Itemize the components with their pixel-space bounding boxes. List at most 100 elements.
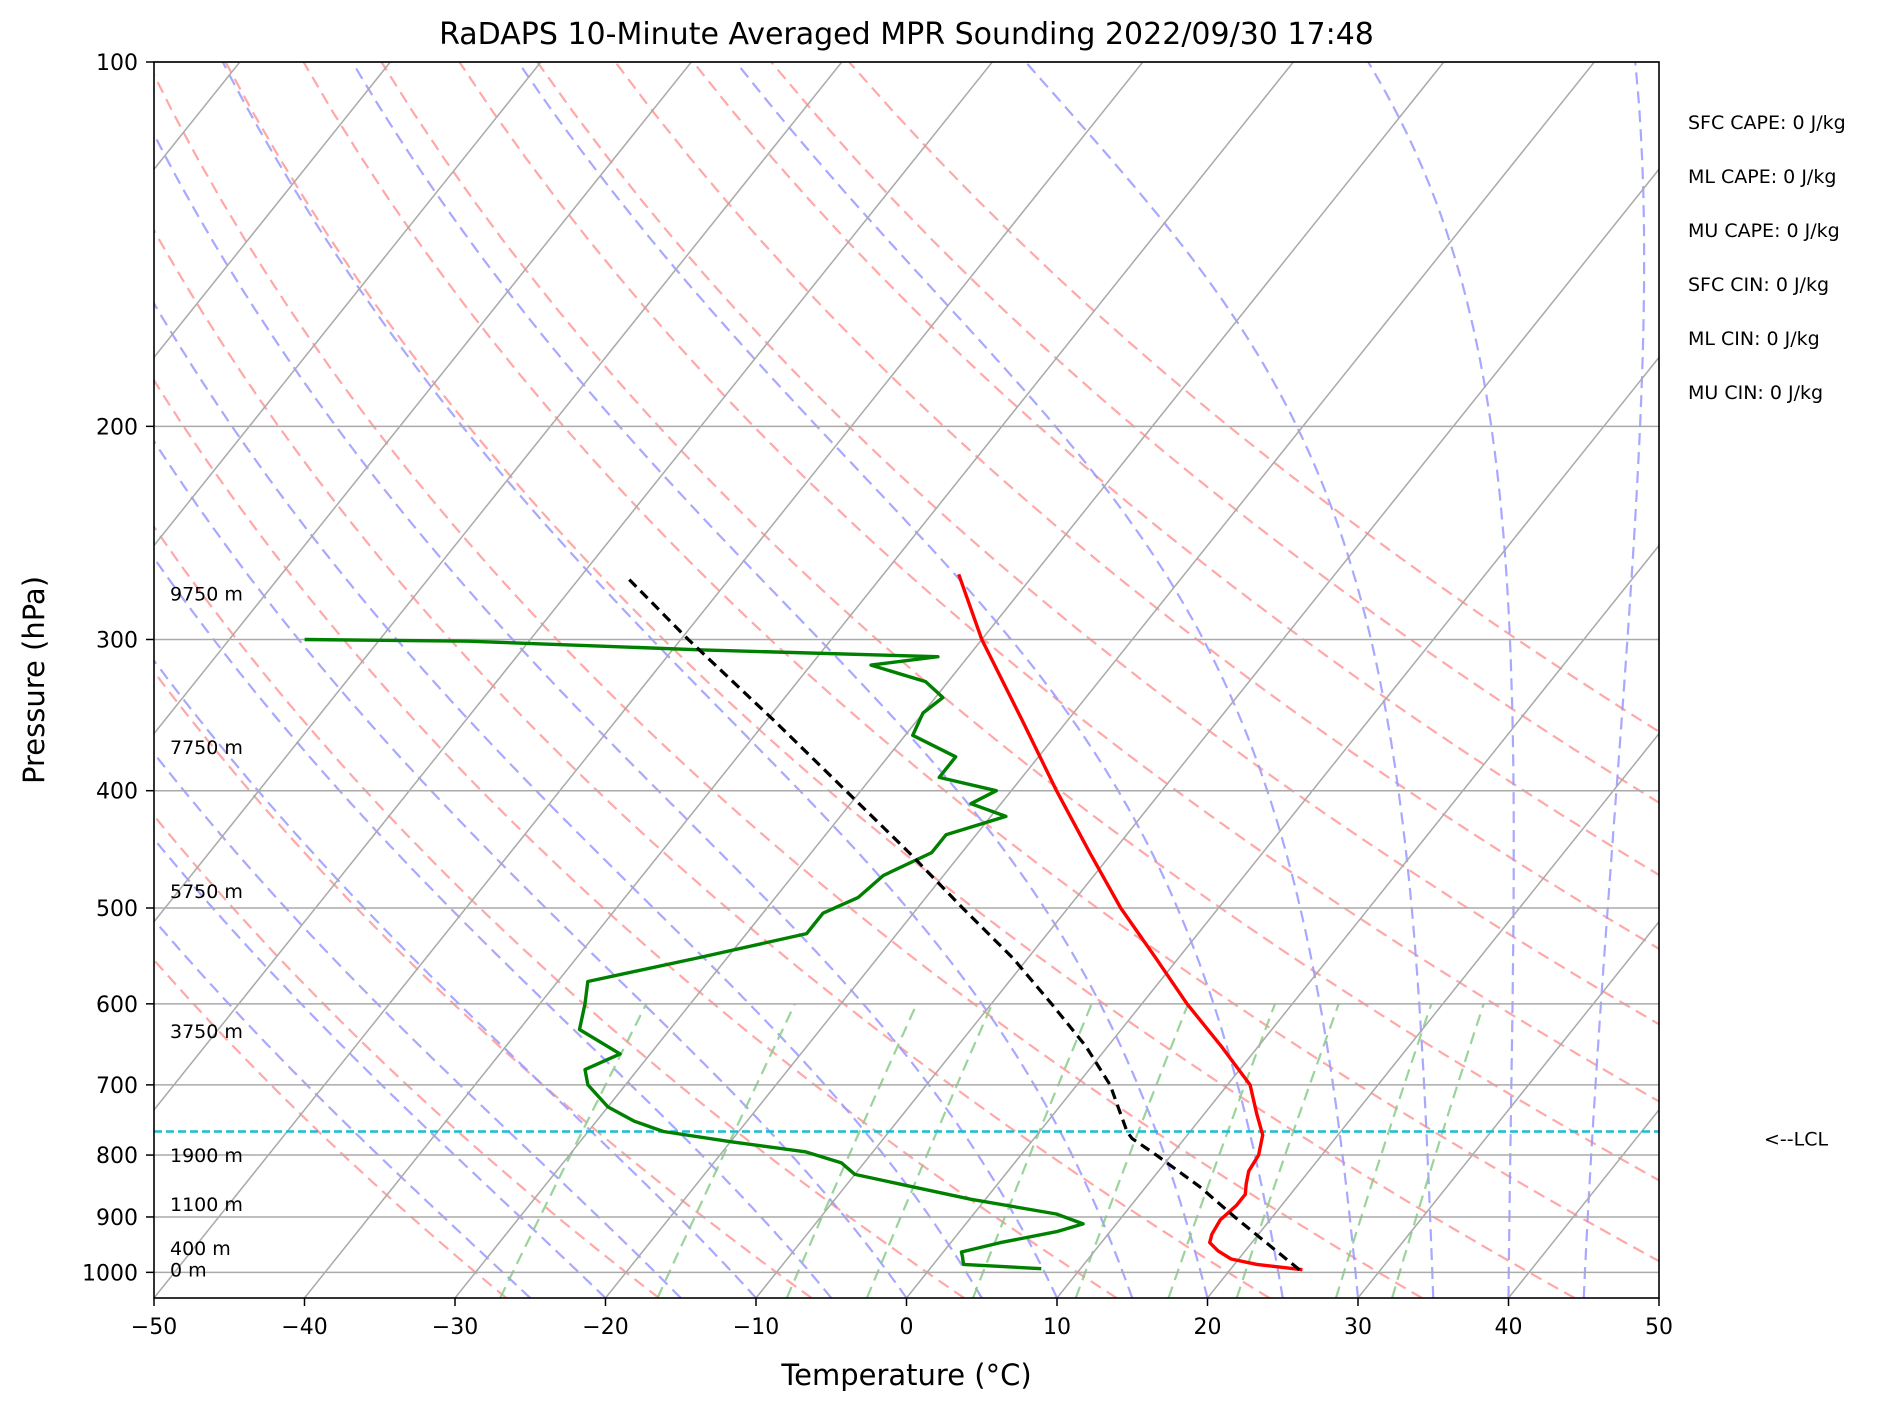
x-tick-label: −20 <box>582 1315 628 1340</box>
dry-adiabat <box>536 62 1659 1026</box>
dry-adiabat <box>154 72 1423 1298</box>
isotherm <box>1658 1296 1659 1298</box>
y-axis-label: Pressure (hPa) <box>17 576 51 784</box>
x-tick-label: 20 <box>1194 1315 1222 1340</box>
y-tick-label: 800 <box>96 1144 138 1169</box>
y-tick-label: 900 <box>96 1206 138 1231</box>
mixing-ratio-line <box>1235 1003 1340 1298</box>
mixing-ratio-line <box>971 1003 1093 1298</box>
dry-adiabat <box>154 958 508 1298</box>
stability-index: ML CAPE: 0 J/kg <box>1688 166 1836 188</box>
dry-adiabat <box>154 378 1118 1298</box>
y-tick-label: 400 <box>96 780 138 805</box>
dry-adiabat <box>770 62 1659 804</box>
moist-adiabat <box>1367 62 1515 1298</box>
moist-adiabat <box>154 301 983 1298</box>
dry-adiabat <box>154 669 813 1298</box>
isotherm <box>604 62 1595 1298</box>
height-label: 7750 m <box>170 737 243 759</box>
mixing-ratio-line <box>1167 1003 1277 1298</box>
height-label: 0 m <box>170 1260 207 1282</box>
chart-title: RaDAPS 10-Minute Averaged MPR Sounding 2… <box>439 17 1374 52</box>
mixing-ratio-line <box>1074 1003 1190 1298</box>
mixing-ratio-line <box>499 1003 648 1298</box>
moist-adiabat <box>154 556 833 1298</box>
grid-lines <box>154 61 1659 1274</box>
parcel-path-line <box>624 575 1301 1271</box>
x-tick-label: 0 <box>900 1315 914 1340</box>
y-tick-label: 500 <box>96 897 138 922</box>
moist-adiabat <box>154 439 908 1298</box>
x-tick-label: −10 <box>733 1315 779 1340</box>
y-tick-label: 700 <box>96 1074 138 1099</box>
dewpoint-line <box>304 637 1085 1271</box>
moist-adiabat <box>154 918 532 1298</box>
stability-index: MU CIN: 0 J/kg <box>1688 382 1823 404</box>
isotherm <box>154 62 1144 1298</box>
dry-adiabat <box>458 62 1659 1103</box>
x-axis-label: Temperature (°C) <box>780 1358 1031 1392</box>
mixing-ratio-line <box>785 1003 918 1298</box>
dry-adiabat <box>692 62 1659 877</box>
stability-index: SFC CAPE: 0 J/kg <box>1688 112 1846 134</box>
mixing-ratio-line <box>1334 1003 1433 1298</box>
stability-indices: SFC CAPE: 0 J/kg ML CAPE: 0 J/kg MU CAPE: … <box>1688 112 1846 404</box>
height-label: 1100 m <box>170 1194 243 1216</box>
moist-adiabat <box>154 658 757 1298</box>
x-axis-ticks: −50 −40 −30 −20 −10 0 10 20 30 40 50 <box>131 1298 1673 1340</box>
height-label: 9750 m <box>170 584 243 606</box>
moist-adiabat <box>1024 62 1435 1298</box>
background-lines <box>154 62 1882 1298</box>
moist-adiabat <box>351 62 1209 1298</box>
isotherm <box>755 168 1659 1298</box>
y-tick-label: 1000 <box>82 1261 138 1286</box>
mixing-ratio-line <box>656 1003 796 1298</box>
moist-adiabat <box>517 62 1284 1298</box>
isotherm <box>154 62 542 547</box>
dry-adiabat <box>154 814 660 1298</box>
x-tick-label: 40 <box>1495 1315 1523 1340</box>
series-lines <box>154 573 1659 1272</box>
isotherm <box>1056 544 1659 1298</box>
dry-adiabat <box>614 62 1659 951</box>
dry-adiabat <box>302 62 1659 1263</box>
x-tick-label: 10 <box>1043 1315 1071 1340</box>
temperature-line <box>957 573 1303 1272</box>
stability-index: SFC CIN: 0 J/kg <box>1688 274 1829 296</box>
x-tick-label: 50 <box>1645 1315 1673 1340</box>
moist-adiabat <box>154 751 682 1298</box>
lcl-label: <--LCL <box>1764 1129 1828 1151</box>
y-axis-ticks: 100 200 300 400 500 600 700 800 900 1000 <box>82 51 154 1286</box>
isotherm <box>154 62 843 923</box>
isotherm <box>303 62 1294 1298</box>
isotherm <box>1206 732 1659 1298</box>
x-tick-label: −30 <box>432 1315 478 1340</box>
dry-adiabat <box>154 525 965 1298</box>
dry-adiabat <box>848 62 1659 733</box>
isotherm <box>154 62 993 1112</box>
height-label: 400 m <box>170 1238 231 1260</box>
moist-adiabat <box>154 837 607 1298</box>
y-tick-label: 100 <box>96 51 138 76</box>
height-label: 1900 m <box>170 1145 243 1167</box>
isotherm <box>1507 1108 1659 1298</box>
moist-adiabat <box>154 131 1058 1298</box>
isotherm <box>454 62 1445 1298</box>
dry-adiabat <box>224 62 1576 1298</box>
isotherm <box>1357 920 1659 1298</box>
y-tick-label: 600 <box>96 993 138 1018</box>
dry-adiabat <box>154 228 1270 1298</box>
mixing-ratio-line <box>865 1003 994 1298</box>
stability-index: ML CIN: 0 J/kg <box>1688 328 1820 350</box>
isotherm <box>905 356 1659 1298</box>
y-tick-label: 200 <box>96 415 138 440</box>
x-tick-label: −40 <box>281 1315 327 1340</box>
isotherm <box>1810 62 1882 1298</box>
y-tick-label: 300 <box>96 628 138 653</box>
mixing-ratio-line <box>1391 1003 1485 1298</box>
height-label: 5750 m <box>170 881 243 903</box>
stability-index: MU CAPE: 0 J/kg <box>1688 220 1840 242</box>
plot-frame <box>153 61 1660 1299</box>
